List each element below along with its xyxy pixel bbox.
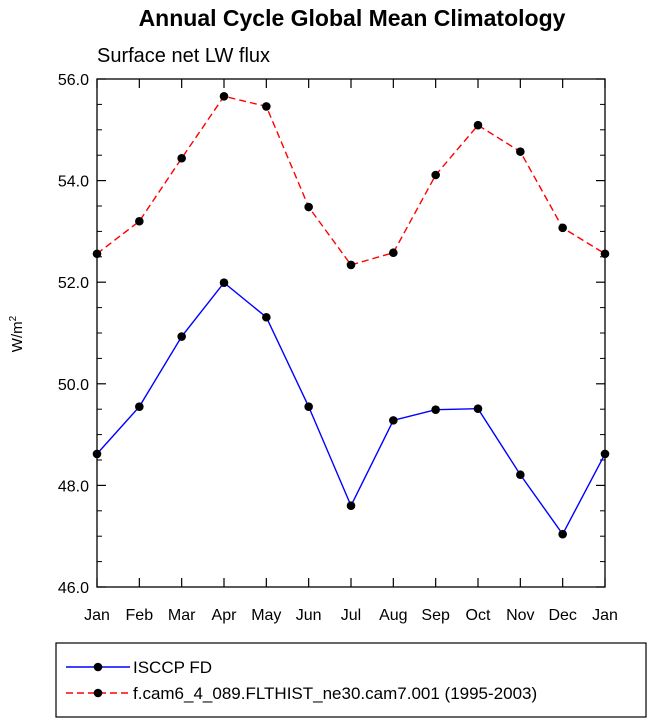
data-point xyxy=(177,332,186,341)
y-axis-label-superscript: 2 xyxy=(8,315,19,321)
data-point xyxy=(431,405,440,415)
data-point xyxy=(262,102,271,111)
legend-marker xyxy=(93,688,103,698)
data-point xyxy=(92,249,102,259)
axis-ticks: 46.0 48.0 50.0 52.0 54.0 56.0 Jan Feb Mar Apr May J… xyxy=(58,72,618,624)
x-tick-label: Jul xyxy=(341,607,361,624)
data-point xyxy=(389,416,398,425)
data-point xyxy=(346,260,356,270)
data-point xyxy=(473,120,483,130)
series-1 xyxy=(92,278,610,539)
data-point xyxy=(177,153,186,163)
x-tick-label: Mar xyxy=(168,607,196,624)
y-tick-label: 50.0 xyxy=(58,377,89,394)
series-line xyxy=(96,281,606,536)
data-point xyxy=(135,216,144,226)
x-tick-label: Oct xyxy=(466,607,491,624)
series-2 xyxy=(92,91,610,270)
data-point xyxy=(516,470,525,480)
y-tick-label: 52.0 xyxy=(58,275,89,292)
data-point xyxy=(473,404,483,413)
data-point xyxy=(558,223,567,233)
legend-label: f.cam6_4_089.FLTHIST_ne30.cam7.001 (1995… xyxy=(133,684,537,703)
legend-label: ISCCP FD xyxy=(133,658,212,677)
series-line xyxy=(96,95,606,266)
y-axis-label-base: W/m xyxy=(9,321,26,352)
legend-box xyxy=(55,642,647,718)
x-tick-label: Feb xyxy=(126,607,154,624)
x-tick-label: Sep xyxy=(421,607,450,624)
data-point xyxy=(304,402,313,411)
chart-subtitle: Surface net LW flux xyxy=(97,45,270,67)
data-point xyxy=(135,402,144,411)
x-tick-label: Jan xyxy=(592,607,618,624)
data-point xyxy=(346,501,356,511)
data-point xyxy=(219,278,229,288)
x-tick-label: Apr xyxy=(212,607,238,624)
y-tick-label: 46.0 xyxy=(58,580,89,597)
y-axis-label: W/m2 xyxy=(8,315,26,352)
x-tick-label: Aug xyxy=(379,607,407,624)
series-layer xyxy=(92,91,610,539)
y-tick-label: 48.0 xyxy=(58,478,89,495)
x-tick-label: Jun xyxy=(296,607,322,624)
chart-title: Annual Cycle Global Mean Climatology xyxy=(139,5,566,31)
data-point xyxy=(431,170,440,180)
plot-frame xyxy=(96,78,606,588)
data-point xyxy=(304,202,313,212)
y-tick-label: 56.0 xyxy=(58,72,89,89)
x-tick-label: Dec xyxy=(548,607,576,624)
legend-marker xyxy=(93,662,103,672)
data-point xyxy=(219,91,229,101)
y-tick-label: 54.0 xyxy=(58,174,89,191)
legend: ISCCP FD f.cam6_4_089.FLTHIST_ne30.cam7.0… xyxy=(55,642,647,718)
x-tick-label: May xyxy=(251,607,281,624)
data-point xyxy=(516,147,525,156)
data-point xyxy=(600,449,610,459)
data-point xyxy=(92,449,102,459)
x-tick-label: Nov xyxy=(506,607,534,624)
data-point xyxy=(389,248,398,258)
data-point xyxy=(600,249,610,259)
x-tick-label: Jan xyxy=(84,607,110,624)
data-point xyxy=(558,529,567,539)
data-point xyxy=(262,312,271,322)
